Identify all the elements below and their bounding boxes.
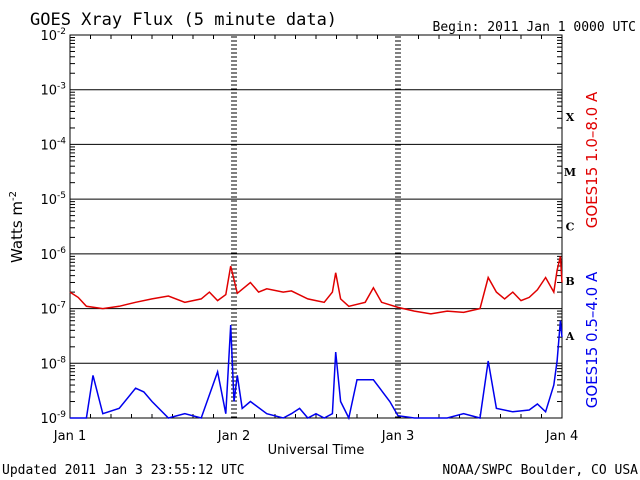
y-tick-label: 10-6 [40,246,66,263]
chart-title: GOES Xray Flux (5 minute data) [30,10,337,30]
y-tick-label: 10-4 [40,136,66,153]
updated-timestamp: Updated 2011 Jan 3 23:55:12 UTC [2,463,245,478]
y-tick-label: 10-5 [40,191,66,208]
flare-class-x: X [566,111,575,124]
x-tick-label: Jan 4 [545,429,578,444]
y-tick-label: 10-8 [40,355,66,372]
y-tick-label: 10-9 [40,410,66,427]
legend-goes15-long: GOES15 1.0–8.0 A [583,91,601,228]
y-tick-label: 10-2 [40,27,66,44]
plot-frame [69,34,563,419]
y-axis-label: Watts m-2 [8,191,26,263]
legend-goes15-short: GOES15 0.5–4.0 A [583,271,601,408]
grid-lines [70,89,562,364]
flare-class-labels: X M C B A [564,111,576,343]
begin-date: Begin: 2011 Jan 1 0000 UTC [433,20,637,35]
flare-class-c: C [566,221,575,234]
series-lines [69,256,563,421]
x-tick-label: Jan 3 [381,429,414,444]
flare-class-m: M [564,166,576,179]
flare-class-a: A [565,330,575,343]
flare-class-b: B [565,275,574,288]
x-tick-label: Jan 2 [217,429,250,444]
x-axis-label: Universal Time [268,443,365,458]
y-tick-label: 10-7 [40,301,66,318]
series-line-long [69,256,563,315]
x-axis-ticks: Jan 1 Jan 2 Jan 3 Jan 4 [53,35,578,444]
x-tick-label: Jan 1 [53,429,86,444]
y-tick-label: 10-3 [40,82,66,99]
series-line-short [70,320,563,421]
y-axis-ticks: 10-2 10-3 10-4 10-5 10-6 10-7 10-8 10-9 [40,27,562,427]
credit: NOAA/SWPC Boulder, CO USA [442,463,638,478]
